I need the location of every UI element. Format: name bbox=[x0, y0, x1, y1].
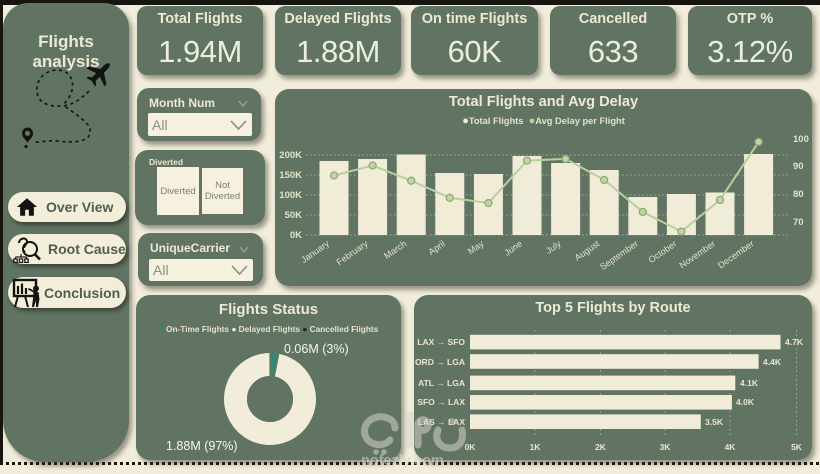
svg-text:90: 90 bbox=[793, 161, 804, 172]
svg-text:4K: 4K bbox=[725, 442, 737, 452]
svg-text:5K: 5K bbox=[791, 442, 803, 452]
svg-text:February: February bbox=[335, 238, 371, 267]
svg-text:March: March bbox=[382, 238, 408, 261]
svg-text:80: 80 bbox=[793, 189, 804, 200]
svg-text:June: June bbox=[502, 238, 524, 257]
svg-text:0.06M (3%): 0.06M (3%) bbox=[284, 342, 349, 356]
svg-text:3K: 3K bbox=[660, 442, 672, 452]
svg-text:100K: 100K bbox=[279, 190, 302, 201]
svg-text:150K: 150K bbox=[279, 170, 302, 181]
svg-text:ORD → LGA: ORD → LGA bbox=[415, 357, 465, 367]
svg-text:100: 100 bbox=[793, 134, 809, 145]
svg-text:50K: 50K bbox=[285, 210, 303, 221]
svg-text:70: 70 bbox=[793, 217, 804, 228]
svg-text:ATL → LGA: ATL → LGA bbox=[418, 378, 465, 388]
svg-text:2K: 2K bbox=[595, 442, 607, 452]
svg-text:April: April bbox=[426, 238, 446, 257]
svg-text:July: July bbox=[544, 238, 563, 256]
svg-text:December: December bbox=[716, 238, 756, 270]
svg-text:4.1K: 4.1K bbox=[740, 378, 759, 388]
svg-text:3.5K: 3.5K bbox=[705, 417, 724, 427]
svg-text:January: January bbox=[299, 238, 331, 265]
svg-text:SFO → LAX: SFO → LAX bbox=[417, 397, 465, 407]
svg-text:LAX → SFO: LAX → SFO bbox=[417, 337, 465, 347]
svg-text:4.4K: 4.4K bbox=[763, 357, 782, 367]
svg-text:200K: 200K bbox=[279, 150, 302, 161]
svg-text:September: September bbox=[598, 238, 640, 271]
svg-text:4.0K: 4.0K bbox=[736, 397, 755, 407]
svg-text:May: May bbox=[466, 238, 486, 256]
svg-text:0K: 0K bbox=[290, 230, 302, 241]
svg-text:LAS → LAX: LAS → LAX bbox=[418, 417, 466, 427]
svg-text:October: October bbox=[647, 238, 679, 265]
svg-text:0K: 0K bbox=[465, 442, 477, 452]
svg-text:November: November bbox=[677, 238, 717, 270]
svg-text:nofezly.com: nofezly.com bbox=[361, 453, 444, 469]
svg-text:1K: 1K bbox=[530, 442, 542, 452]
svg-text:August: August bbox=[573, 238, 602, 263]
svg-text:4.7K: 4.7K bbox=[785, 337, 804, 347]
svg-text:1.88M (97%): 1.88M (97%) bbox=[166, 439, 238, 453]
